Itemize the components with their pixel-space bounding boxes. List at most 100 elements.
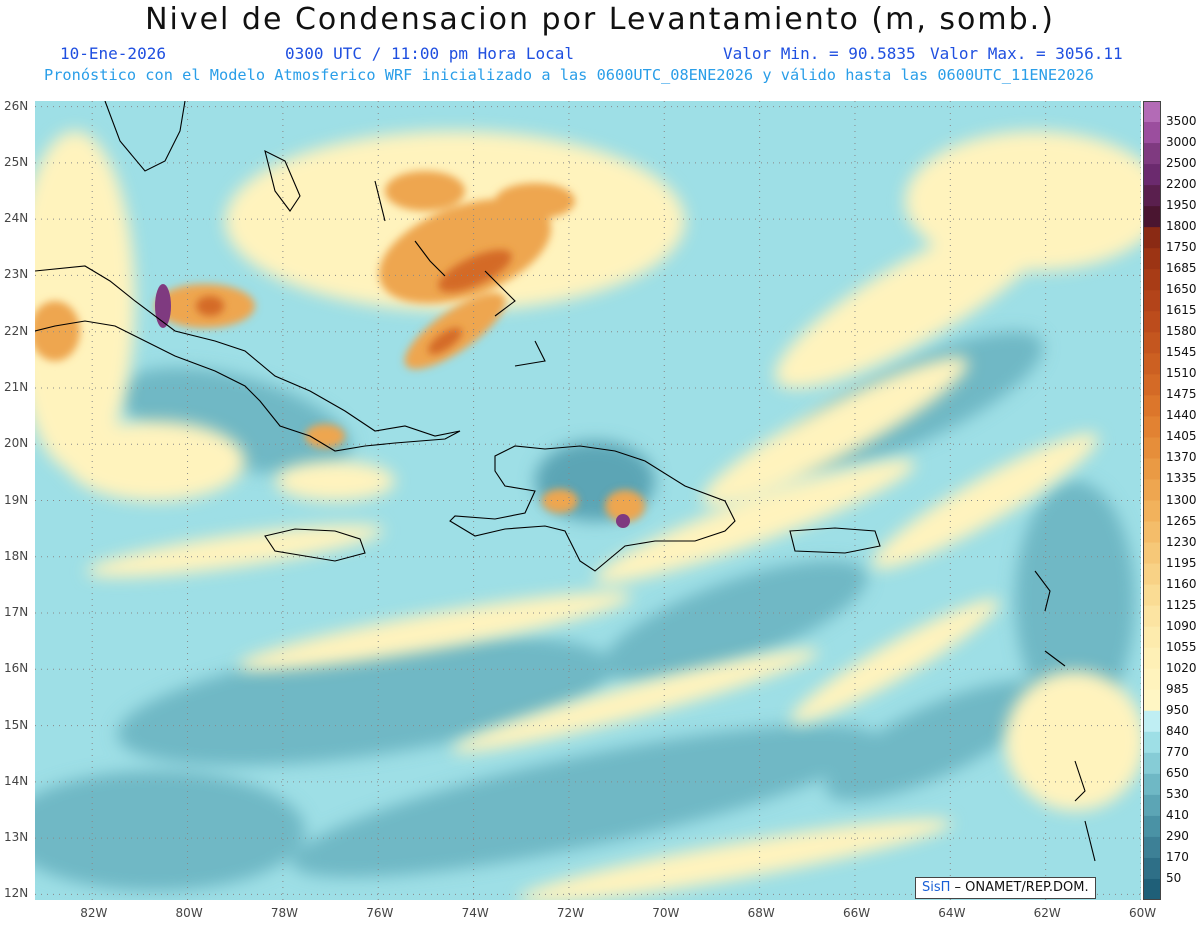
legend-label: 1230 [1166,534,1197,549]
legend-label: 2200 [1166,177,1197,192]
legend-color-box [1143,374,1161,396]
lon-tick-label: 76W [366,906,394,920]
min-value: Valor Min. = 90.5835 [723,44,916,63]
legend-label: 3500 [1166,114,1197,129]
lat-tick-label: 19N [4,492,29,507]
legend-color-box [1143,164,1161,186]
legend-color-box [1143,269,1161,291]
legend-label: 1580 [1166,324,1197,339]
legend-color-box [1143,857,1161,880]
legend-color-box [1143,416,1161,438]
lat-tick-label: 23N [4,267,29,282]
lat-tick-label: 18N [4,548,29,563]
max-value: Valor Max. = 3056.11 [930,44,1123,63]
legend-label: 410 [1166,807,1189,822]
legend-color-box [1143,437,1161,459]
legend-color-box [1143,185,1161,207]
lcl-map [35,101,1141,900]
lat-tick-label: 25N [4,154,29,169]
florida-coastline [104,101,186,172]
color-legend [1143,101,1161,900]
lon-tick-label: 80W [175,906,203,920]
lat-tick-label: 17N [4,605,29,620]
legend-label: 1800 [1166,219,1197,234]
legend-label: 650 [1166,765,1189,780]
legend-color-box [1143,248,1161,270]
valid-time: 0300 UTC / 11:00 pm Hora Local [285,44,574,63]
legend-color-box [1143,584,1161,607]
legend-color-box [1143,731,1161,754]
legend-label: 1300 [1166,492,1197,507]
legend-label: 530 [1166,786,1189,801]
lat-tick-label: 21N [4,379,29,394]
lon-tick-label: 74W [461,906,489,920]
very-high-lcl-areas [196,249,512,355]
legend-color-box [1143,395,1161,417]
lat-tick-label: 24N [4,211,29,226]
legend-label: 1440 [1166,408,1197,423]
legend-color-box [1143,332,1161,354]
legend-color-box [1143,794,1161,817]
lesser-antilles-coastline [1034,570,1096,862]
legend-color-box [1143,311,1161,333]
legend-label: 1020 [1166,660,1197,675]
legend-color-box [1143,836,1161,859]
bahamas-coastline [264,149,546,367]
legend-label: 1650 [1166,282,1197,297]
legend-color-box [1143,626,1161,649]
coastlines [35,101,1096,862]
lon-tick-label: 62W [1033,906,1061,920]
legend-color-box [1143,878,1161,900]
legend-color-box [1143,122,1161,144]
legend-label: 1545 [1166,345,1197,360]
lon-tick-label: 68W [747,906,775,920]
max-lcl-areas [155,284,630,528]
credit-text: – ONAMET/REP.DOM. [950,880,1089,895]
legend-label: 1160 [1166,576,1197,591]
legend-label: 1750 [1166,240,1197,255]
legend-color-box [1143,227,1161,249]
legend-label: 1370 [1166,450,1197,465]
legend-label: 2500 [1166,156,1197,171]
lat-tick-label: 15N [4,717,29,732]
jamaica-coastline [264,528,366,562]
lat-tick-label: 13N [4,830,29,845]
hispaniola-coastline [449,445,736,572]
sistpi-logo-text: SisΠ [922,880,951,895]
lat-tick-label: 22N [4,323,29,338]
legend-label: 1265 [1166,513,1197,528]
lcl-field [35,101,1141,900]
legend-color-box [1143,689,1161,712]
lon-tick-label: 72W [556,906,585,920]
legend-label: 1475 [1166,387,1197,402]
cuba-coastline [35,265,461,452]
legend-color-box [1143,605,1161,628]
legend-label: 1510 [1166,366,1197,381]
legend-label: 1335 [1166,471,1197,486]
legend-label: 170 [1166,849,1189,864]
legend-color-box [1143,290,1161,312]
lon-tick-label: 64W [938,906,966,920]
legend-color-box [1143,563,1161,586]
legend-color-box [1143,143,1161,165]
legend-color-box [1143,521,1161,544]
legend-label: 1125 [1166,597,1197,612]
legend-color-box [1143,668,1161,691]
legend-label: 290 [1166,828,1189,843]
credit-box: SisΠ – ONAMET/REP.DOM. [915,877,1096,899]
legend-label: 770 [1166,744,1189,759]
legend-label: 3000 [1166,135,1197,150]
legend-label: 1195 [1166,555,1197,570]
high-lcl-areas [35,171,645,522]
valid-date: 10-Ene-2026 [60,44,166,63]
lon-tick-label: 60W [1129,906,1157,920]
lat-tick-label: 14N [4,773,29,788]
legend-color-box [1143,542,1161,565]
lon-tick-label: 70W [652,906,680,920]
legend-label: 1685 [1166,261,1197,276]
map-title: Nivel de Condensacion por Levantamiento … [145,2,1055,37]
legend-label: 1055 [1166,639,1197,654]
lat-tick-label: 20N [4,436,29,451]
legend-color-box [1143,479,1161,501]
lon-tick-label: 78W [270,906,299,920]
